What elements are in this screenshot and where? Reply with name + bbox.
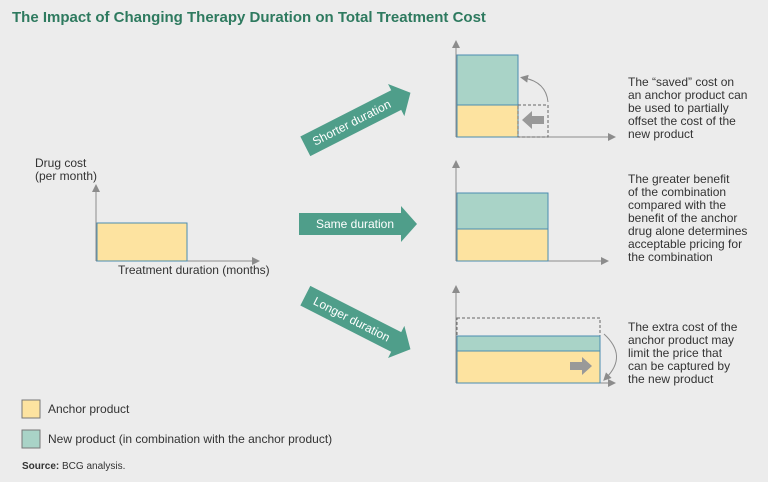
saved-area [517,104,549,138]
note-line: the new product [628,372,714,386]
note-line: acceptable pricing for [628,237,742,251]
new-bar [456,192,549,230]
title: The Impact of Changing Therapy Duration … [12,9,486,26]
new-bar [456,54,519,106]
arrow-label: Longer duration [311,294,392,345]
shift-arrow [522,111,544,129]
legend-swatch [21,429,41,449]
note-line: The greater benefit [628,172,730,186]
note-line: drug alone determines [628,224,747,238]
note-line: compared with the [628,198,726,212]
anchor-bar [96,222,188,262]
note-line: of the combination [628,185,726,199]
arrow-longer: Longer duration [300,285,411,359]
note-line: benefit of the anchor [628,211,737,225]
note-line: an anchor product can [628,88,747,102]
anchor-bar [456,228,549,262]
legend-swatch [21,399,41,419]
note-line: new product [628,127,694,141]
note-line: anchor product may [628,333,734,347]
extra-area [456,317,601,337]
x-label: Treatment duration (months) [118,263,270,277]
y-label: Drug cost [35,156,87,170]
legend-label: New product (in combination with the anc… [48,432,332,446]
legend-label: Anchor product [48,402,130,416]
source-text: BCG analysis. [62,461,125,472]
arrow-same: Same duration [299,206,417,242]
note-line: offset the cost of the [628,114,736,128]
arrow-label: Same duration [316,217,394,231]
arrow-label: Shorter duration [310,97,393,149]
new-bar [456,335,601,352]
note-line: The extra cost of the [628,320,738,334]
shift-arrow [570,357,592,375]
curve-arrow [520,74,549,103]
anchor-bar [456,104,519,138]
note-line: limit the price that [628,346,723,360]
note-line: be used to partially [628,101,729,115]
source-label: Source: [22,461,59,472]
note-line: The “saved” cost on [628,75,734,89]
arrow-shorter: Shorter duration [300,83,411,157]
curve-arrow [603,333,617,381]
note-line: can be captured by [628,359,730,373]
note-line: the combination [628,250,713,264]
y-label: (per month) [35,169,97,183]
source: Source: BCG analysis. [22,461,125,472]
